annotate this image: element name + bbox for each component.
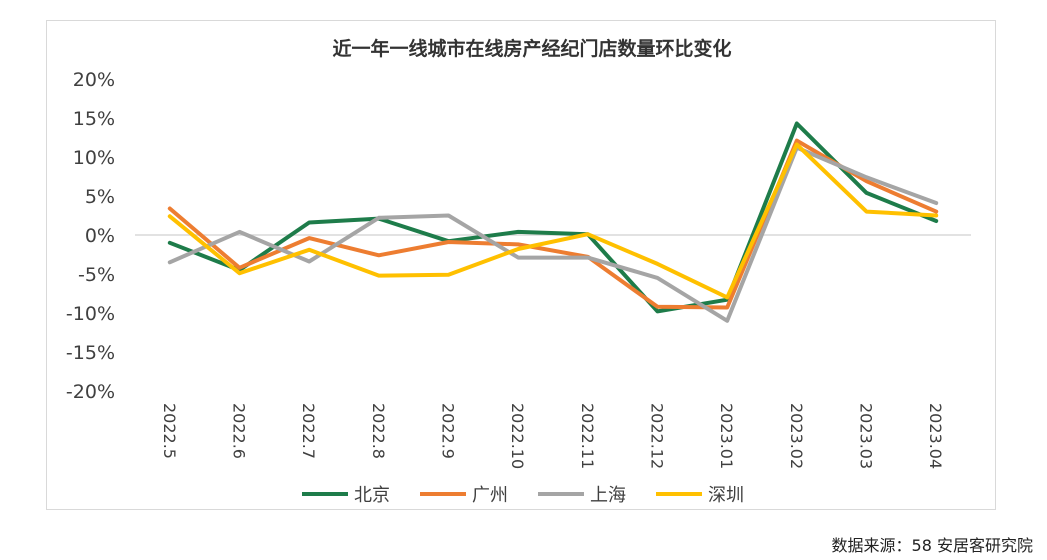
- y-axis: 20% 15% 10% 5% 0% -5% -10% -15% -20%: [66, 69, 115, 403]
- x-tick-label: 2022.8: [369, 403, 388, 459]
- line-chart: 近一年一线城市在线房产经纪门店数量环比变化 20% 15% 10% 5% 0% -5% -1…: [66, 37, 971, 506]
- series-lines: [167, 121, 939, 323]
- x-tick-label: 2022.7: [299, 403, 318, 459]
- x-tick-label: 2022.11: [578, 403, 597, 469]
- chart-title: 近一年一线城市在线房产经纪门店数量环比变化: [332, 37, 731, 60]
- x-tick-label: 2022.6: [230, 403, 249, 459]
- legend: 北京 广州 上海 深圳: [302, 485, 744, 506]
- y-tick-label: -15%: [66, 342, 115, 364]
- series-line-2: [167, 145, 939, 323]
- x-axis: 2022.5 2022.6 2022.7 2022.8 2022.9 2022.10 202…: [160, 403, 945, 469]
- x-tick-label: 2023.04: [926, 403, 945, 469]
- series-line-1: [167, 138, 939, 310]
- x-tick-label: 2023.02: [787, 403, 806, 469]
- legend-label-3: 深圳: [708, 485, 744, 506]
- source-note: 数据来源：58 安居客研究院: [831, 536, 1033, 555]
- series-line-0: [167, 121, 939, 314]
- y-tick-label: 5%: [85, 186, 115, 208]
- y-tick-label: 15%: [73, 108, 115, 130]
- legend-label-1: 广州: [472, 485, 508, 506]
- legend-label-0: 北京: [354, 485, 390, 506]
- x-tick-label: 2022.9: [439, 403, 458, 459]
- series-line-3: [167, 142, 939, 300]
- x-tick-label: 2023.03: [857, 403, 876, 469]
- y-tick-label: 20%: [73, 69, 115, 91]
- x-tick-label: 2022.10: [508, 403, 527, 469]
- legend-label-2: 上海: [590, 485, 626, 506]
- x-tick-label: 2022.12: [648, 403, 667, 469]
- x-tick-label: 2023.01: [717, 403, 736, 469]
- y-tick-label: -20%: [66, 381, 115, 403]
- x-tick-label: 2022.5: [160, 403, 179, 459]
- y-tick-label: 10%: [73, 147, 115, 169]
- y-tick-label: -5%: [78, 264, 115, 286]
- y-tick-label: 0%: [85, 225, 115, 247]
- y-tick-label: -10%: [66, 303, 115, 325]
- chart-container: 近一年一线城市在线房产经纪门店数量环比变化 20% 15% 10% 5% 0% -5% -1…: [46, 20, 996, 510]
